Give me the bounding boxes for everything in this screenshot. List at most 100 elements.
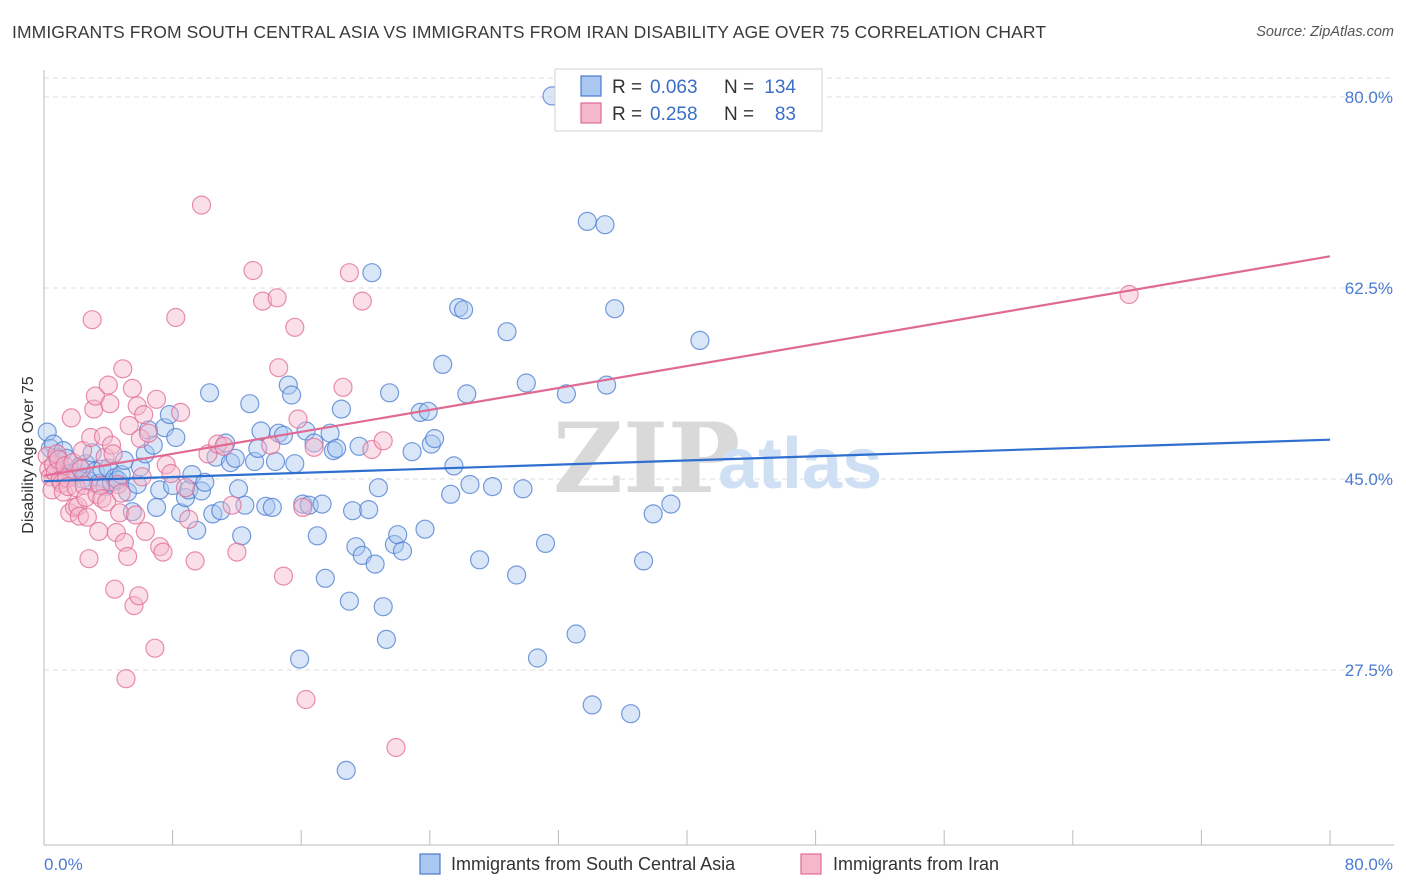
x-tick-label-max: 80.0% [1345,855,1393,874]
data-point-south-central-asia [365,554,385,574]
data-point-south-central-asia [146,497,167,517]
data-point-south-central-asia [661,494,681,514]
data-point-south-central-asia [228,479,249,499]
data-point-iran [79,549,99,569]
data-point-south-central-asia [304,433,324,453]
data-point-south-central-asia [535,533,556,554]
data-point-south-central-asia [265,451,286,472]
data-point-iran [134,405,154,425]
data-point-south-central-asia [460,474,480,495]
data-point-south-central-asia [166,427,186,448]
data-point-iran [82,310,102,330]
data-point-iran [145,638,165,658]
data-point-south-central-asia [605,299,625,319]
data-point-iran [253,291,273,311]
trend-line-south-central-asia [43,438,1331,483]
data-point-iran [288,409,308,429]
data-point-south-central-asia [577,211,597,231]
data-point-iran [106,522,126,543]
y-axis-label: Disability Age Over 75 [20,376,37,534]
data-point-south-central-asia [232,526,252,546]
data-point-south-central-asia [392,541,413,561]
data-point-iran [111,483,131,503]
chart-source: Source: ZipAtlas.com [1256,24,1394,40]
data-point-south-central-asia [349,436,369,456]
data-point-south-central-asia [425,429,445,449]
data-point-south-central-asia [566,624,586,644]
bottom-legend-label-blue: Immigrants from South Central Asia [451,854,736,874]
data-point-iran [124,595,144,616]
data-point-iran [179,509,199,530]
data-point-south-central-asia [327,438,347,458]
data-point-south-central-asia [470,550,490,570]
data-point-iran [175,478,196,498]
data-point-south-central-asia [643,504,663,524]
data-point-iran [103,444,123,464]
data-point-south-central-asia [457,384,477,404]
chart-title: IMMIGRANTS FROM SOUTH CENTRAL ASIA VS IM… [12,22,1047,42]
data-point-south-central-asia [282,385,302,405]
watermark-atlas: atlas [718,424,882,504]
data-point-iran [138,423,159,443]
data-point-south-central-asia [312,494,332,514]
data-point-south-central-asia [415,519,435,539]
data-point-south-central-asia [256,496,276,516]
data-point-south-central-asia [506,565,527,585]
legend-swatch-pink [580,102,602,124]
bottom-legend-swatch-pink [800,853,822,875]
data-point-south-central-asia [117,482,138,502]
data-point-iran [333,377,353,397]
legend-n-value-1: 134 [764,77,796,98]
data-point-south-central-asia [285,454,305,474]
data-point-south-central-asia [513,479,533,499]
data-point-south-central-asia [187,520,207,540]
data-point-iran [285,317,305,337]
legend-r-value-1: 0.063 [650,77,698,98]
data-point-iran [100,394,120,414]
watermark-zip: ZIP [553,402,740,515]
data-point-iran [386,737,406,758]
data-point-south-central-asia [343,501,363,521]
data-point-south-central-asia [323,441,343,461]
trend-line-iran [43,255,1331,477]
data-point-south-central-asia [402,442,422,462]
data-point-iran [98,375,118,395]
bottom-legend-swatch-blue [419,853,441,875]
data-point-south-central-asia [556,384,577,404]
data-point-south-central-asia [175,488,196,508]
legend-swatch-blue [580,75,602,97]
legend: R = 0.063 N = 134 R = 0.258 N = 83 [554,68,823,132]
data-point-iran [352,291,372,311]
watermark: ZIP atlas [553,402,882,515]
data-point-iran [267,288,287,308]
axes [43,70,1394,846]
data-point-south-central-asia [368,478,388,498]
bottom-legend: Immigrants from South Central Asia Immig… [419,853,999,875]
data-point-iran [113,359,133,379]
data-point-south-central-asia [516,373,536,393]
data-point-iran [243,260,263,281]
data-point-iran [339,263,359,283]
data-point-iran [116,669,136,689]
legend-r-label-2: R = [612,104,642,125]
data-point-iran [97,492,117,512]
data-point-south-central-asia [331,399,351,419]
data-point-south-central-asia [195,472,215,492]
y-tick-label: 27.5% [1345,661,1393,680]
data-point-south-central-asia [444,456,464,476]
data-point-iran [146,389,167,409]
data-point-south-central-asia [240,394,260,414]
data-point-iran [129,586,149,606]
data-point-south-central-asia [37,422,57,442]
data-point-south-central-asia [262,497,282,517]
data-point-south-central-asia [290,649,310,669]
data-point-south-central-asia [621,704,641,724]
data-point-iran [1119,284,1139,305]
data-point-south-central-asia [388,525,408,545]
y-tick-label: 80.0% [1345,88,1393,107]
data-point-iran [296,689,316,710]
data-point-south-central-asia [359,500,379,520]
y-tick-label: 62.5% [1345,279,1393,298]
trend-lines [43,255,1331,483]
data-point-iran [61,408,81,428]
